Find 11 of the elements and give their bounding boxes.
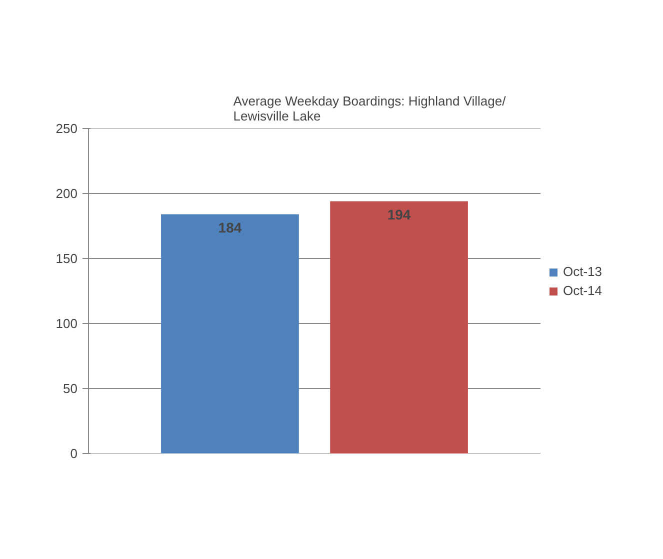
- legend-label: Oct-13: [563, 264, 602, 279]
- y-tick-label: 250: [56, 121, 78, 136]
- y-tick-label: 0: [70, 446, 78, 461]
- data-label: 184: [218, 219, 242, 236]
- y-tick-label: 50: [63, 381, 78, 396]
- chart-title: Average Weekday Boardings: Highland Village/ Lewisville Lake: [233, 94, 506, 124]
- y-tick-label: 150: [56, 251, 78, 266]
- y-tick-label: 100: [56, 316, 78, 331]
- y-tick-label: 200: [56, 186, 78, 201]
- legend-label: Oct-14: [563, 283, 602, 298]
- data-label: 194: [387, 206, 411, 222]
